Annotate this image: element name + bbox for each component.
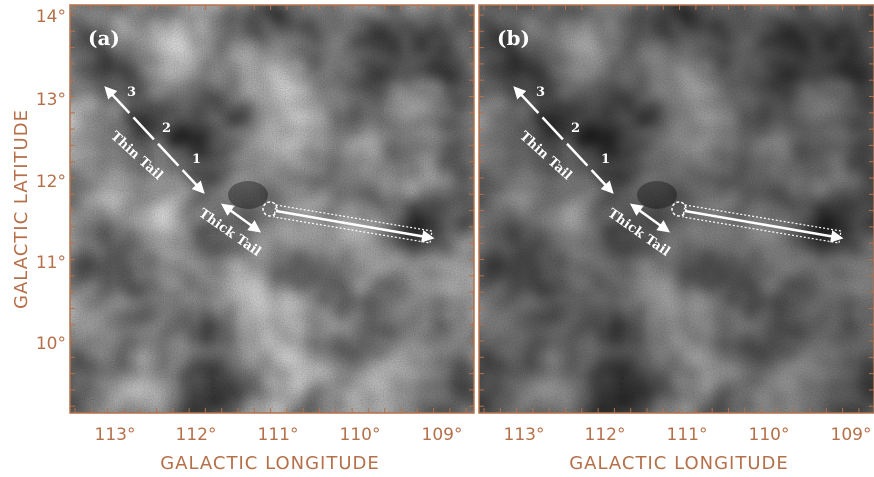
figure-body: GALACTIC LATITUDE14°13°12°11°10°(a)123Th… (11, 5, 874, 474)
y-tick-label: 14° (36, 7, 66, 27)
sky-structure (70, 5, 474, 413)
x-tick-label: 113° (95, 425, 136, 445)
panel-label: (a) (88, 26, 120, 50)
figure: GALACTIC LATITUDE14°13°12°11°10°(a)123Th… (0, 0, 874, 477)
x-tick-label: 112° (176, 425, 217, 445)
x-tick-label: 110° (749, 425, 790, 445)
x-tick-label: 113° (504, 425, 545, 445)
y-tick-label: 13° (36, 90, 66, 110)
dark-cloud (637, 181, 677, 209)
marker-label: 2 (571, 121, 580, 136)
marker-label: 1 (601, 152, 610, 167)
sky-structure (479, 5, 874, 413)
y-tick-label: 12° (36, 172, 66, 192)
x-axis-title: GALACTIC LONGITUDE (569, 453, 789, 474)
marker-label: 2 (162, 121, 171, 136)
y-axis-title: GALACTIC LATITUDE (11, 109, 32, 309)
marker-label: 3 (536, 85, 545, 100)
marker-label: 3 (127, 85, 136, 100)
x-tick-label: 109° (422, 425, 463, 445)
x-tick-label: 109° (831, 425, 872, 445)
x-axis-title: GALACTIC LONGITUDE (160, 453, 380, 474)
y-tick-label: 10° (36, 334, 66, 354)
x-tick-label: 112° (585, 425, 626, 445)
dark-cloud (228, 181, 268, 209)
y-tick-label: 11° (36, 253, 66, 273)
x-tick-label: 111° (258, 425, 299, 445)
panel-label: (b) (497, 26, 530, 50)
x-tick-label: 110° (340, 425, 381, 445)
x-tick-label: 111° (667, 425, 708, 445)
marker-label: 1 (192, 152, 201, 167)
